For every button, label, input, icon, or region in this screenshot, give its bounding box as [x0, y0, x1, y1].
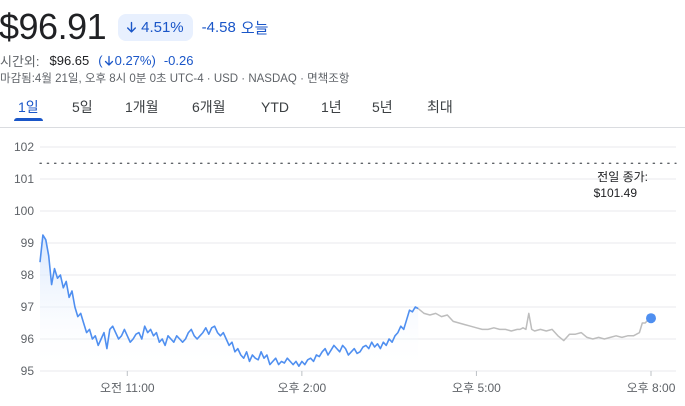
- tab-1m[interactable]: 1개월: [125, 99, 159, 115]
- regular-session-line: [39, 234, 419, 367]
- x-tick-label: 오전 11:00: [100, 381, 155, 395]
- x-tick-label: 오후 2:00: [277, 381, 326, 395]
- x-tick-label: 오후 5:00: [452, 381, 501, 395]
- y-tick-label: 96: [21, 332, 35, 346]
- y-tick-label: 97: [21, 300, 35, 314]
- tab-1d[interactable]: 1일: [14, 96, 43, 122]
- y-tick-label: 102: [14, 140, 34, 154]
- change-period-label: 오늘: [240, 19, 269, 37]
- afterhours-percent-value: 0.27%): [114, 53, 156, 68]
- market-status-meta: 마감됨:4월 21일, 오후 8시 0분 0초 UTC-4 · USD · NA…: [0, 73, 350, 85]
- tab-5y[interactable]: 5년: [372, 99, 393, 115]
- previous-close-label: 전일 종가:: [597, 170, 648, 184]
- arrow-down-icon: [127, 21, 137, 33]
- tab-1y[interactable]: 1년: [321, 99, 342, 115]
- afterhours-label: 시간외:: [0, 54, 40, 69]
- last-price-dot: [646, 313, 656, 324]
- afterhours-row: 시간외: $96.65 ( 0.27%) -0.26: [0, 51, 193, 70]
- afterhours-change-absolute: -0.26: [163, 53, 194, 68]
- current-price: $96.91: [0, 6, 107, 47]
- extended-hours-line: [417, 308, 652, 342]
- previous-close-value: $101.49: [594, 186, 638, 200]
- afterhours-change-percent: ( 0.27%): [98, 53, 156, 68]
- quote-header: $96.91 4.51% -4.58 오늘: [0, 6, 268, 48]
- y-tick-label: 98: [21, 268, 35, 282]
- afterhours-paren-open: (: [98, 53, 103, 68]
- afterhours-price: $96.65: [49, 53, 90, 68]
- y-tick-label: 95: [21, 364, 35, 378]
- tabs-divider: [0, 127, 685, 128]
- change-absolute: -4.58: [201, 18, 236, 36]
- change-percent-value: 4.51%: [141, 18, 184, 36]
- y-tick-label: 99: [21, 236, 35, 250]
- arrow-down-icon: [104, 55, 113, 66]
- tab-5d[interactable]: 5일: [72, 99, 93, 115]
- y-tick-label: 100: [14, 204, 34, 218]
- tab-ytd[interactable]: YTD: [261, 99, 289, 115]
- change-percent-badge: 4.51%: [118, 13, 193, 41]
- range-tabs: 1일 5일 1개월 6개월 YTD 1년 5년 최대: [0, 96, 685, 128]
- y-tick-label: 101: [14, 172, 34, 186]
- x-tick-label: 오후 8:00: [627, 381, 676, 395]
- tab-max[interactable]: 최대: [427, 99, 453, 115]
- tab-6m[interactable]: 6개월: [192, 99, 226, 115]
